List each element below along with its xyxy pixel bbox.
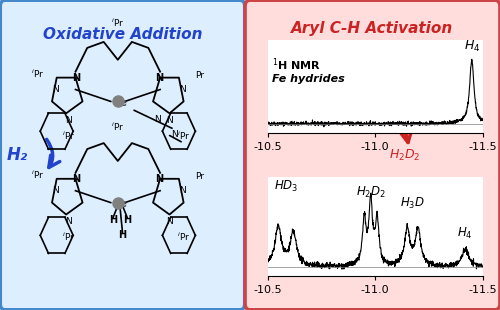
Text: N: N (65, 217, 72, 227)
Text: $H_2D_2$: $H_2D_2$ (356, 185, 386, 200)
FancyBboxPatch shape (245, 0, 500, 310)
Text: N: N (52, 186, 59, 195)
Text: $^{i}$Pr: $^{i}$Pr (62, 231, 75, 243)
Text: N: N (72, 73, 80, 83)
Text: $^{i}$Pr: $^{i}$Pr (31, 168, 44, 181)
Text: $^{i}$Pr: $^{i}$Pr (62, 130, 75, 142)
Text: $^1$H NMR: $^1$H NMR (272, 56, 321, 73)
Text: N: N (72, 174, 80, 184)
Text: N: N (166, 116, 173, 125)
Text: $^{i}$Pr: $^{i}$Pr (111, 121, 124, 133)
Text: Pr: Pr (196, 172, 204, 181)
Text: Pr: Pr (196, 71, 204, 80)
Text: $H_4$: $H_4$ (458, 226, 473, 241)
Text: Oxidative Addition: Oxidative Addition (43, 27, 202, 42)
Text: $HD_3$: $HD_3$ (274, 179, 298, 194)
Text: N: N (166, 217, 173, 227)
Text: N: N (179, 85, 186, 94)
Text: $^{i}$Pr: $^{i}$Pr (31, 67, 44, 80)
Text: H: H (123, 215, 132, 225)
Text: $^{i}$Pr: $^{i}$Pr (177, 231, 190, 243)
Text: H: H (109, 215, 117, 225)
Text: Fe: Fe (114, 199, 126, 209)
Text: $^{i}$Pr: $^{i}$Pr (111, 17, 124, 29)
Text: N: N (155, 174, 163, 184)
Text: N: N (154, 115, 161, 124)
FancyArrowPatch shape (46, 140, 60, 167)
Text: $^{i}$Pr: $^{i}$Pr (177, 130, 190, 142)
Text: $C_6D_6$: $C_6D_6$ (286, 87, 321, 104)
Text: N: N (52, 85, 59, 94)
FancyBboxPatch shape (0, 0, 244, 310)
Text: N: N (65, 116, 72, 125)
Text: H₂: H₂ (6, 146, 28, 164)
Text: $H_3D$: $H_3D$ (400, 196, 425, 211)
Text: Fe: Fe (114, 98, 126, 108)
Text: N: N (179, 186, 186, 195)
Text: Fe hydrides: Fe hydrides (272, 74, 344, 84)
Text: H: H (118, 230, 126, 240)
Text: Aryl C-H Activation: Aryl C-H Activation (292, 21, 454, 36)
Text: N: N (155, 73, 163, 83)
Text: ⬡: ⬡ (74, 101, 171, 209)
Text: N: N (171, 130, 177, 139)
Text: $H_4$: $H_4$ (464, 39, 480, 54)
Text: $H_2D_2$: $H_2D_2$ (388, 148, 420, 162)
